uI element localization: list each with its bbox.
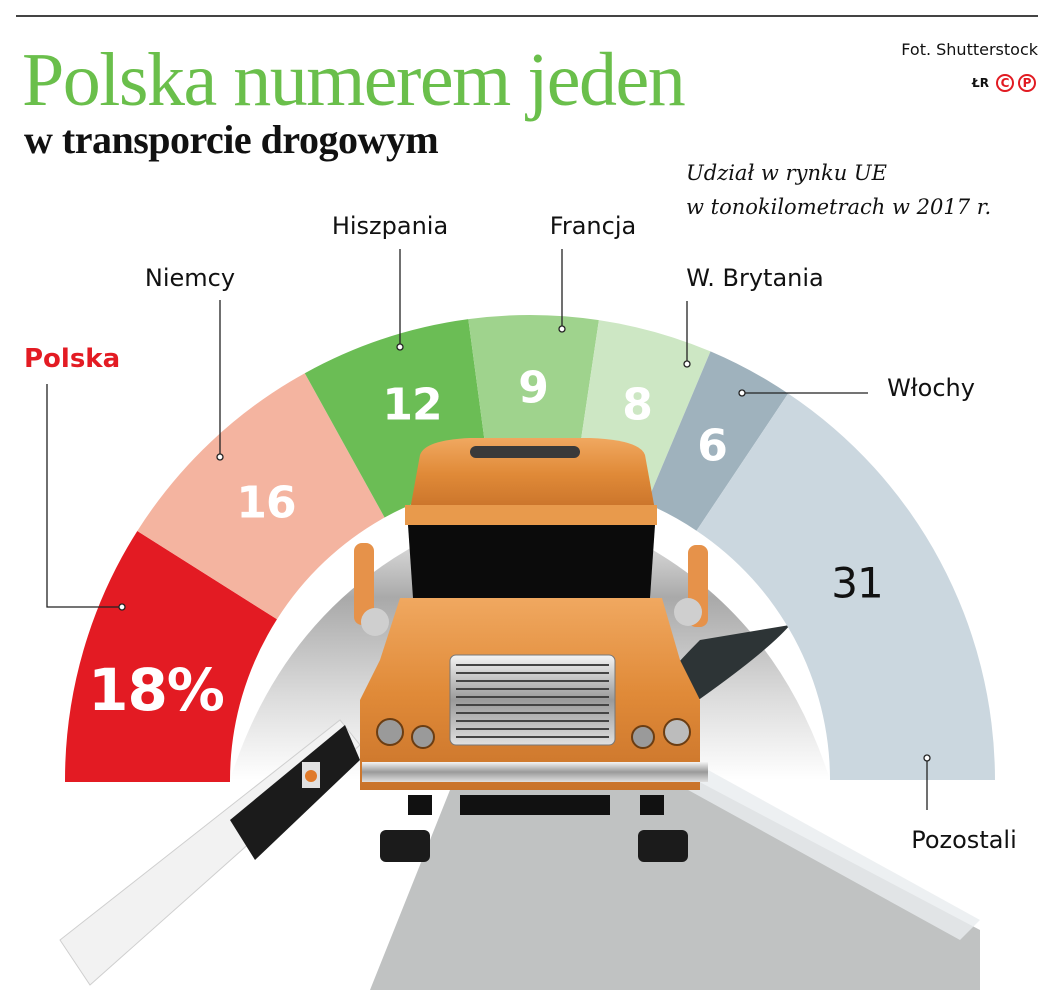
page-title: Polska numerem jeden bbox=[22, 38, 686, 122]
top-rule bbox=[16, 15, 1038, 17]
label-hiszpania: Hiszpania bbox=[331, 212, 449, 240]
label-francja: Francja bbox=[549, 212, 637, 240]
caption-line-1: Udział w rynku UE bbox=[686, 161, 887, 185]
page-subtitle: w transporcie drogowym bbox=[24, 117, 439, 162]
segment-pozostali bbox=[696, 393, 995, 780]
press-icon: P bbox=[1018, 74, 1036, 92]
segment-polska bbox=[65, 531, 277, 780]
chart-caption: Udział w rynku UE w tonokilometrach w 20… bbox=[686, 156, 991, 224]
agency-initials: ŁR bbox=[972, 76, 989, 90]
label-pozostali: Pozostali bbox=[911, 826, 1017, 854]
value-pozostali: 31 bbox=[831, 558, 883, 608]
value-hiszpania: 12 bbox=[382, 379, 442, 431]
agency-marks: ŁR C P bbox=[972, 74, 1036, 92]
label-polska: Polska bbox=[24, 344, 121, 374]
value-wlochy: 6 bbox=[697, 420, 728, 472]
segment-polska-leg bbox=[65, 780, 230, 782]
segment-niemcy bbox=[137, 373, 385, 620]
label-niemcy: Niemcy bbox=[144, 264, 236, 292]
photo-credit: Fot. Shutterstock bbox=[901, 40, 1038, 59]
label-wlochy: Włochy bbox=[887, 374, 975, 402]
value-polska: 18% bbox=[88, 656, 225, 724]
segment-wlochy bbox=[646, 351, 789, 531]
caption-line-2: w tonokilometrach w 2017 r. bbox=[686, 195, 992, 219]
value-niemcy: 16 bbox=[236, 477, 296, 529]
truck-illustration bbox=[354, 438, 708, 862]
leader-lines bbox=[46, 249, 931, 810]
value-francja: 9 bbox=[518, 362, 549, 414]
value-w-brytania: 8 bbox=[622, 379, 653, 431]
copyright-icon: C bbox=[996, 74, 1014, 92]
label-w-brytania: W. Brytania bbox=[686, 264, 824, 292]
